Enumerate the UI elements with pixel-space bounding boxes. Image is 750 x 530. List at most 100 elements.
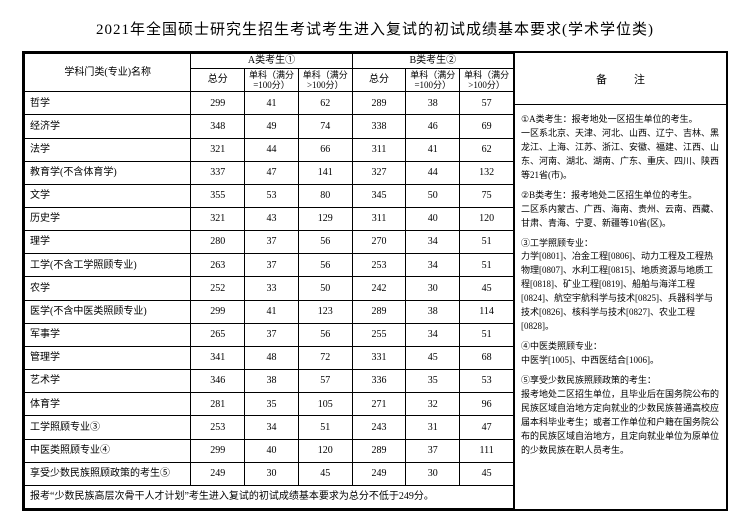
cell-subject: 艺术学	[25, 370, 191, 393]
hdr-b-s2: 单科（满分>100分）	[460, 68, 514, 92]
cell-b-s1: 41	[406, 138, 460, 161]
table-row: 法学32144663114162	[25, 138, 514, 161]
cell-a-total: 355	[191, 184, 245, 207]
cell-b-s1: 35	[406, 370, 460, 393]
cell-b-total: 270	[352, 231, 406, 254]
cell-b-s2: 57	[460, 92, 514, 115]
cell-a-s1: 49	[245, 115, 299, 138]
table-row: 历史学3214312931140120	[25, 207, 514, 230]
cell-a-s2: 51	[298, 416, 352, 439]
cell-a-s1: 37	[245, 323, 299, 346]
outer-frame: 学科门类(专业)名称 A类考生① B类考生② 总分 单科（满分=100分） 单科…	[22, 51, 728, 511]
hdr-a-total: 总分	[191, 68, 245, 92]
cell-b-total: 331	[352, 346, 406, 369]
cell-b-s2: 96	[460, 393, 514, 416]
cell-subject: 工学(不含工学照顾专业)	[25, 254, 191, 277]
cell-a-s2: 72	[298, 346, 352, 369]
cell-subject: 文学	[25, 184, 191, 207]
cell-b-s2: 69	[460, 115, 514, 138]
table-row: 体育学281351052713296	[25, 393, 514, 416]
cell-a-s1: 48	[245, 346, 299, 369]
cell-a-s2: 129	[298, 207, 352, 230]
table-row: 中医类照顾专业④2994012028937111	[25, 439, 514, 462]
cell-a-s1: 33	[245, 277, 299, 300]
cell-b-s2: 62	[460, 138, 514, 161]
table-row: 教育学(不含体育学)3374714132744132	[25, 161, 514, 184]
cell-subject: 医学(不含中医类照顾专业)	[25, 300, 191, 323]
cell-b-s1: 30	[406, 277, 460, 300]
cell-b-total: 289	[352, 92, 406, 115]
remark-header: 备 注	[515, 53, 726, 105]
table-row: 哲学29941622893857	[25, 92, 514, 115]
cell-b-total: 338	[352, 115, 406, 138]
cell-b-s1: 34	[406, 323, 460, 346]
cell-a-s1: 41	[245, 92, 299, 115]
cell-a-total: 321	[191, 207, 245, 230]
table-row: 理学28037562703451	[25, 231, 514, 254]
cell-a-s1: 34	[245, 416, 299, 439]
cell-b-s1: 50	[406, 184, 460, 207]
cell-b-total: 271	[352, 393, 406, 416]
cell-b-total: 289	[352, 300, 406, 323]
hdr-a-s1: 单科（满分=100分）	[245, 68, 299, 92]
cell-b-s2: 51	[460, 323, 514, 346]
score-table: 学科门类(专业)名称 A类考生① B类考生② 总分 单科（满分=100分） 单科…	[24, 53, 514, 509]
cell-b-s1: 38	[406, 300, 460, 323]
table-row: 经济学34849743384669	[25, 115, 514, 138]
cell-b-s1: 38	[406, 92, 460, 115]
cell-a-s2: 105	[298, 393, 352, 416]
cell-b-total: 255	[352, 323, 406, 346]
cell-a-s2: 56	[298, 231, 352, 254]
footnote-cell: 报考“少数民族高层次骨干人才计划”考生进入复试的初试成绩基本要求为总分不低于24…	[25, 485, 514, 508]
cell-a-s1: 30	[245, 462, 299, 485]
cell-b-s2: 45	[460, 462, 514, 485]
remark-1: ①A类考生：报考地处一区招生单位的考生。一区系北京、天津、河北、山西、辽宁、吉林…	[521, 113, 720, 183]
cell-b-s1: 40	[406, 207, 460, 230]
hdr-a-s2: 单科（满分>100分）	[298, 68, 352, 92]
cell-a-total: 280	[191, 231, 245, 254]
cell-a-s2: 50	[298, 277, 352, 300]
remark-5: ⑤享受少数民族照顾政策的考生：报考地处二区招生单位，且毕业后在国务院公布的民族区…	[521, 374, 720, 458]
cell-a-s2: 56	[298, 323, 352, 346]
cell-subject: 历史学	[25, 207, 191, 230]
cell-b-s2: 114	[460, 300, 514, 323]
cell-b-total: 249	[352, 462, 406, 485]
cell-a-total: 281	[191, 393, 245, 416]
cell-a-total: 299	[191, 300, 245, 323]
cell-b-total: 289	[352, 439, 406, 462]
page-title: 2021年全国硕士研究生招生考试考生进入复试的初试成绩基本要求(学术学位类)	[22, 18, 728, 39]
cell-a-s1: 35	[245, 393, 299, 416]
remark-2: ②B类考生：报考地处二区招生单位的考生。二区系内蒙古、广西、海南、贵州、云南、西…	[521, 189, 720, 231]
cell-b-total: 311	[352, 207, 406, 230]
cell-b-s1: 32	[406, 393, 460, 416]
cell-a-s2: 57	[298, 370, 352, 393]
cell-b-s1: 31	[406, 416, 460, 439]
cell-b-s2: 53	[460, 370, 514, 393]
cell-a-s1: 37	[245, 231, 299, 254]
cell-b-total: 345	[352, 184, 406, 207]
cell-a-total: 249	[191, 462, 245, 485]
cell-a-s2: 66	[298, 138, 352, 161]
cell-b-s2: 120	[460, 207, 514, 230]
cell-a-s2: 120	[298, 439, 352, 462]
cell-b-s2: 51	[460, 254, 514, 277]
table-row: 管理学34148723314568	[25, 346, 514, 369]
cell-b-s1: 45	[406, 346, 460, 369]
cell-b-total: 327	[352, 161, 406, 184]
cell-a-s2: 74	[298, 115, 352, 138]
remark-4: ④中医类照顾专业：中医学[1005]、中西医结合[1006]。	[521, 340, 720, 368]
cell-b-s2: 51	[460, 231, 514, 254]
cell-b-s2: 45	[460, 277, 514, 300]
cell-a-total: 299	[191, 92, 245, 115]
table-row: 文学35553803455075	[25, 184, 514, 207]
cell-a-total: 252	[191, 277, 245, 300]
cell-b-s2: 111	[460, 439, 514, 462]
cell-a-s1: 43	[245, 207, 299, 230]
cell-subject: 享受少数民族照顾政策的考生⑤	[25, 462, 191, 485]
cell-a-total: 253	[191, 416, 245, 439]
cell-b-total: 243	[352, 416, 406, 439]
cell-b-s1: 46	[406, 115, 460, 138]
cell-subject: 农学	[25, 277, 191, 300]
table-row: 工学照顾专业③25334512433147	[25, 416, 514, 439]
cell-subject: 哲学	[25, 92, 191, 115]
